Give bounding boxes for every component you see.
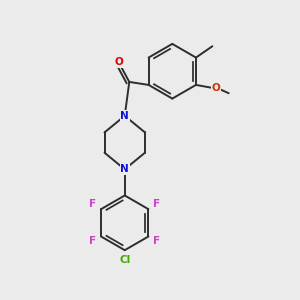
Text: F: F bbox=[89, 200, 96, 209]
Text: Cl: Cl bbox=[119, 255, 130, 265]
Text: N: N bbox=[120, 111, 129, 121]
Text: O: O bbox=[212, 83, 220, 93]
Text: F: F bbox=[153, 200, 160, 209]
Text: F: F bbox=[153, 236, 160, 246]
Text: N: N bbox=[120, 164, 129, 174]
Text: F: F bbox=[89, 236, 96, 246]
Text: O: O bbox=[115, 57, 124, 67]
